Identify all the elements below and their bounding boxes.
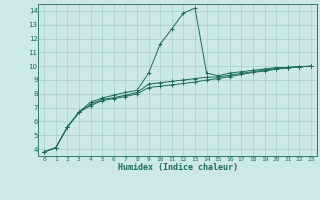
X-axis label: Humidex (Indice chaleur): Humidex (Indice chaleur) (118, 163, 238, 172)
